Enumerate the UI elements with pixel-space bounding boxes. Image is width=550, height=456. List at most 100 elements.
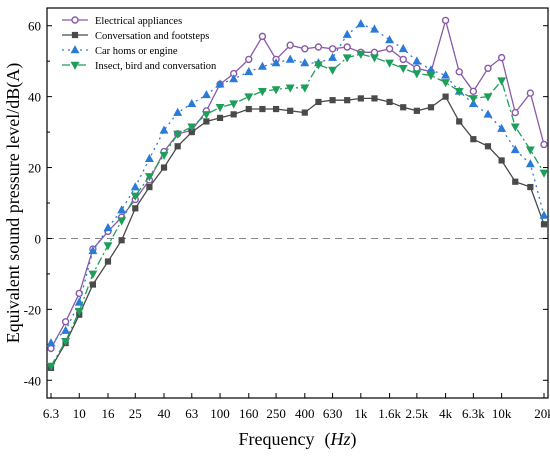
- data-point: [399, 55, 407, 64]
- data-point: [160, 164, 168, 171]
- data-point: [469, 87, 478, 96]
- x-tick-label: 63: [185, 406, 198, 421]
- data-point: [344, 97, 351, 104]
- data-point: [301, 109, 308, 116]
- data-point: [46, 338, 56, 347]
- data-point: [215, 79, 225, 88]
- data-point: [456, 118, 463, 125]
- data-point: [285, 84, 295, 93]
- data-point: [315, 98, 322, 106]
- data-point: [370, 24, 379, 33]
- data-point: [257, 61, 267, 70]
- data-point: [483, 109, 493, 118]
- data-point: [104, 258, 112, 265]
- data-point: [455, 68, 463, 76]
- data-point: [329, 97, 336, 104]
- legend-item: Car homs or engine: [62, 45, 178, 57]
- data-point: [400, 104, 407, 111]
- data-point: [300, 84, 310, 93]
- x-tick-label: 2.5k: [405, 406, 428, 421]
- data-point: [412, 70, 422, 79]
- data-point: [74, 307, 84, 316]
- data-point: [117, 205, 127, 214]
- y-tick-label: 40: [28, 90, 41, 105]
- series-3: [46, 50, 549, 371]
- data-point: [497, 123, 507, 132]
- data-point: [511, 108, 519, 117]
- data-point: [526, 89, 535, 97]
- data-point: [539, 210, 549, 219]
- series-line: [50, 95, 545, 369]
- x-tick-label: 20k: [534, 406, 550, 421]
- legend-label: Conversation and footsteps: [95, 31, 209, 42]
- data-point: [244, 93, 254, 102]
- data-point: [89, 281, 96, 288]
- data-point: [454, 88, 464, 97]
- data-point: [229, 74, 239, 83]
- legend: Electrical appliances Conversation and fo…: [62, 16, 217, 72]
- data-point: [287, 107, 294, 114]
- data-point: [61, 325, 71, 334]
- data-point: [244, 66, 254, 76]
- x-tick-label: 4k: [439, 406, 453, 421]
- series-layer: [46, 16, 549, 371]
- data-point: [371, 95, 378, 102]
- data-point: [385, 35, 395, 44]
- data-point: [215, 103, 225, 113]
- series-line: [50, 53, 545, 367]
- data-point: [118, 237, 125, 244]
- data-point: [301, 45, 309, 53]
- data-point: [173, 130, 183, 139]
- data-point: [510, 144, 520, 154]
- x-tick-label: 25: [129, 406, 142, 421]
- data-point: [75, 289, 83, 298]
- data-point: [132, 205, 139, 212]
- data-point: [470, 136, 477, 143]
- y-tick-label: 0: [35, 231, 42, 246]
- data-point: [427, 104, 435, 111]
- y-tick-label: 20: [28, 161, 41, 176]
- x-tick-label: 100: [210, 406, 230, 421]
- legend-item: Conversation and footsteps: [62, 31, 209, 42]
- x-tick-label: 1.6k: [378, 406, 401, 421]
- data-point: [484, 143, 492, 150]
- data-point: [245, 55, 253, 64]
- data-point: [70, 45, 80, 54]
- data-point: [159, 125, 169, 134]
- data-point: [314, 61, 323, 70]
- data-point: [88, 246, 98, 255]
- data-point: [356, 19, 366, 28]
- data-point: [46, 362, 56, 371]
- data-point: [130, 192, 140, 201]
- data-point: [144, 173, 154, 182]
- x-axis: 6.3 10 16 25 40 63 100 160 250 400 630 1k 1.6k 2.5k 4k…: [43, 393, 550, 421]
- x-tick-label: 10: [73, 406, 86, 421]
- x-tick-label: 16: [101, 406, 115, 421]
- data-point: [257, 88, 267, 97]
- data-point: [412, 56, 422, 65]
- data-point: [398, 64, 408, 74]
- data-point: [441, 70, 451, 79]
- data-point: [201, 111, 211, 120]
- data-point: [146, 183, 153, 191]
- data-point: [328, 45, 337, 53]
- data-point: [174, 143, 181, 150]
- data-point: [187, 123, 197, 132]
- data-point: [357, 95, 364, 102]
- data-point: [71, 31, 79, 39]
- data-point: [203, 118, 210, 125]
- data-point: [271, 86, 281, 95]
- x-tick-label: 1k: [354, 406, 368, 421]
- x-tick-label: 10k: [492, 406, 512, 421]
- x-tick-label: 40: [158, 406, 171, 421]
- data-point: [272, 105, 280, 113]
- data-point: [259, 105, 266, 113]
- data-point: [173, 107, 183, 116]
- data-point: [328, 52, 338, 61]
- y-axis: -40 -20 0 20 40 60: [24, 19, 548, 388]
- data-point: [525, 159, 535, 168]
- data-point: [216, 114, 224, 122]
- data-point: [398, 43, 408, 53]
- data-point: [88, 270, 98, 279]
